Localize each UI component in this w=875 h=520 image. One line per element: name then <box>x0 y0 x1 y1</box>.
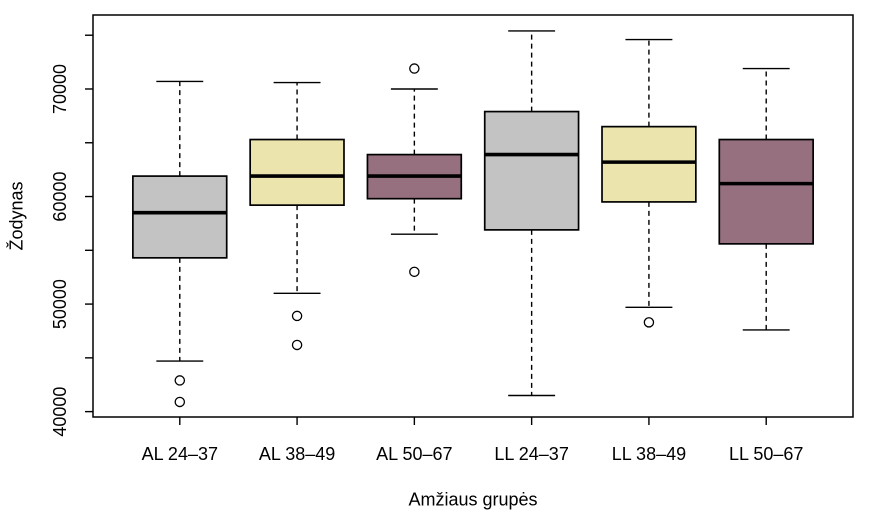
x-tick-label: AL 24–37 <box>142 444 218 464</box>
box-rect <box>132 175 228 259</box>
x-tick-label: AL 38–49 <box>259 444 335 464</box>
box-group-6 <box>718 67 814 331</box>
y-tick-label: 50000 <box>50 279 70 329</box>
x-tick-label: LL 38–49 <box>612 444 686 464</box>
box-group-4 <box>483 30 580 397</box>
box-rect <box>718 138 814 245</box>
y-tick-label: 70000 <box>50 64 70 114</box>
y-tick-label: 60000 <box>50 172 70 222</box>
box-group-5 <box>601 38 697 328</box>
y-axis: 40000 50000 60000 70000 <box>50 34 93 437</box>
outlier-point <box>409 266 420 278</box>
x-tick-label: LL 50–67 <box>729 444 803 464</box>
outlier-point <box>291 310 303 322</box>
outlier-point <box>409 63 420 74</box>
x-tick-label: LL 24–37 <box>494 444 568 464</box>
y-axis-title: Žodynas <box>6 181 27 251</box>
outlier-point <box>174 396 186 408</box>
outlier-point <box>174 375 186 386</box>
outlier-point <box>643 317 655 328</box>
x-axis-title: Amžiaus grupės <box>408 489 538 510</box>
box-group-1 <box>132 80 228 408</box>
box-group-2 <box>249 81 345 351</box>
outlier-point <box>291 339 303 351</box>
x-tick-label: AL 50–67 <box>376 444 452 464</box>
plot-border <box>92 14 854 418</box>
y-tick-label: 40000 <box>50 387 70 437</box>
box-group-3 <box>366 63 463 278</box>
box-rect <box>483 110 580 231</box>
x-axis: AL 24–37 AL 38–49 AL 50–67 LL 24–37 LL 38–49… <box>142 417 803 464</box>
box-rect <box>249 138 345 206</box>
box-rect <box>601 125 697 203</box>
